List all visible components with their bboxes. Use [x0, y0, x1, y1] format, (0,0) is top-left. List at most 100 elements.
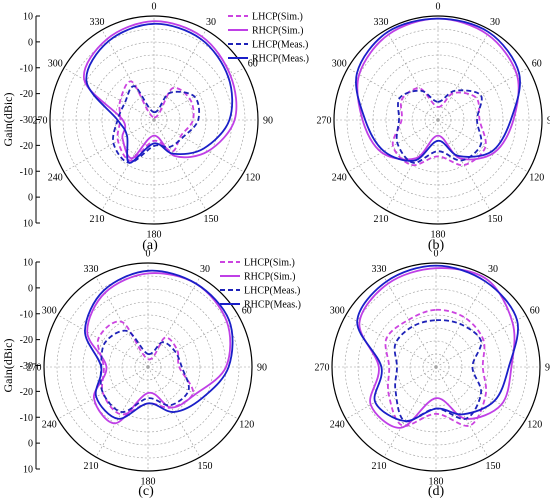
legend-entry: LHCP(Meas.) [252, 40, 308, 51]
gain-tick-label: 0 [28, 193, 33, 204]
grid-circle [62, 28, 246, 212]
legend-entry: RHCP(Meas.) [244, 300, 301, 311]
angle-tick-label: 90 [263, 116, 273, 127]
grid-spoke [385, 29, 439, 121]
angle-tick-label: 120 [527, 420, 542, 431]
angle-tick-label: 210 [372, 461, 387, 472]
angle-tick-label: 120 [239, 420, 254, 431]
angle-tick-label: 270 [315, 363, 330, 374]
gain-tick-label: -10 [20, 413, 33, 424]
angle-tick-label: 270 [33, 116, 48, 127]
grid-spoke [437, 29, 491, 121]
grid-spoke [437, 67, 529, 121]
angle-tick-label: 30 [206, 17, 216, 28]
series-line-rhcp-sim [86, 272, 232, 425]
gain-tick-label: 10 [23, 258, 33, 269]
angle-tick-label: 30 [490, 17, 500, 28]
grid-circle [333, 15, 543, 225]
grid-circle [331, 262, 541, 472]
grid-spoke [345, 314, 437, 368]
gain-tick-label: -20 [20, 387, 33, 398]
panel-label: (a) [142, 238, 158, 253]
grid-spoke [435, 366, 489, 458]
gain-tick-label: 10 [23, 219, 33, 230]
grid-circle [396, 327, 476, 407]
grid-spoke [153, 67, 245, 121]
angle-tick-label: 60 [530, 306, 540, 317]
panel-label: (d) [428, 484, 445, 499]
polar-panel-2: 0 30 60 90 120 150 180 210 240 270 300 330 (b) [317, 2, 550, 254]
y-axis-label: Gain(dBic) [1, 93, 15, 147]
angle-tick-label: 180 [431, 230, 446, 241]
polar-panel-4: 0 30 60 90 120 150 180 210 240 270 300 330 (d) [315, 249, 550, 500]
grid-circle [49, 15, 259, 225]
grid-circle [108, 327, 188, 407]
angle-tick-label: 30 [200, 264, 210, 275]
gain-tick-label: -20 [20, 141, 33, 152]
grid-circle [56, 275, 240, 459]
series-line-lhcp-sim [384, 308, 487, 427]
angle-tick-label: 90 [547, 116, 550, 127]
angle-tick-label: 90 [545, 363, 550, 374]
series-line-rhcp-meas [84, 269, 234, 420]
angle-tick-label: 120 [529, 173, 544, 184]
angle-tick-label: 150 [486, 461, 501, 472]
angle-tick-label: 150 [488, 214, 503, 225]
angle-tick-label: 330 [84, 264, 99, 275]
angle-tick-label: 150 [198, 461, 213, 472]
angle-tick-label: 0 [434, 249, 439, 260]
series-line-rhcp-sim [356, 17, 520, 161]
grid-spoke [101, 119, 155, 211]
angle-tick-label: 300 [332, 59, 347, 70]
angle-tick-label: 210 [84, 461, 99, 472]
angle-tick-label: 210 [374, 214, 389, 225]
angle-tick-label: 60 [248, 59, 258, 70]
angle-tick-label: 330 [374, 17, 389, 28]
angle-tick-label: 270 [27, 363, 42, 374]
grid-spoke [63, 119, 155, 173]
panel-label: (c) [138, 484, 154, 499]
grid-spoke [101, 29, 155, 121]
angle-tick-label: 180 [141, 477, 156, 488]
gain-tick-label: -10 [20, 309, 33, 320]
gain-tick-label: -10 [20, 167, 33, 178]
angle-tick-label: 150 [204, 214, 219, 225]
grid-spoke [437, 119, 529, 173]
legend-entry: RHCP(Sim.) [244, 272, 295, 283]
y-axis-label: Gain(dBic) [1, 339, 15, 393]
series-line-rhcp-meas [85, 22, 234, 164]
angle-tick-label: 60 [242, 306, 252, 317]
gain-tick-label: 0 [28, 439, 33, 450]
angle-tick-label: 270 [317, 116, 332, 127]
angle-tick-label: 180 [147, 230, 162, 241]
panel-label: (b) [428, 238, 445, 253]
legend-entry: LHCP(Sim.) [244, 258, 295, 269]
angle-tick-label: 300 [42, 306, 57, 317]
grid-spoke [347, 67, 439, 121]
series-line-lhcp-sim [116, 80, 195, 162]
series-line-rhcp-meas [356, 264, 519, 422]
angle-tick-label: 30 [488, 264, 498, 275]
grid-spoke [147, 314, 239, 368]
gain-tick-label: 10 [23, 12, 33, 23]
grid-circle [114, 80, 194, 160]
gain-tick-label: -30 [20, 115, 33, 126]
grid-spoke [153, 29, 207, 121]
angle-tick-label: 0 [436, 2, 441, 13]
gain-tick-label: 0 [28, 283, 33, 294]
gain-tick-label: -20 [20, 89, 33, 100]
grid-spoke [57, 314, 149, 368]
series-line-lhcp-meas [395, 89, 483, 164]
angle-tick-label: 210 [90, 214, 105, 225]
angle-tick-label: 240 [48, 173, 63, 184]
legend-entry: RHCP(Meas.) [252, 54, 309, 65]
series-line-rhcp-sim [83, 20, 238, 160]
grid-spoke [383, 276, 437, 368]
polar-panel-1: 0 30 60 90 120 150 180 210 240 270 300 330 10 0 -10 -20… [1, 2, 309, 254]
gain-tick-label: -30 [20, 361, 33, 372]
angle-tick-label: 330 [372, 264, 387, 275]
legend-entry: LHCP(Sim.) [252, 12, 303, 23]
grid-circle [346, 28, 530, 212]
series-line-lhcp-meas [112, 85, 201, 164]
angle-tick-label: 300 [330, 306, 345, 317]
